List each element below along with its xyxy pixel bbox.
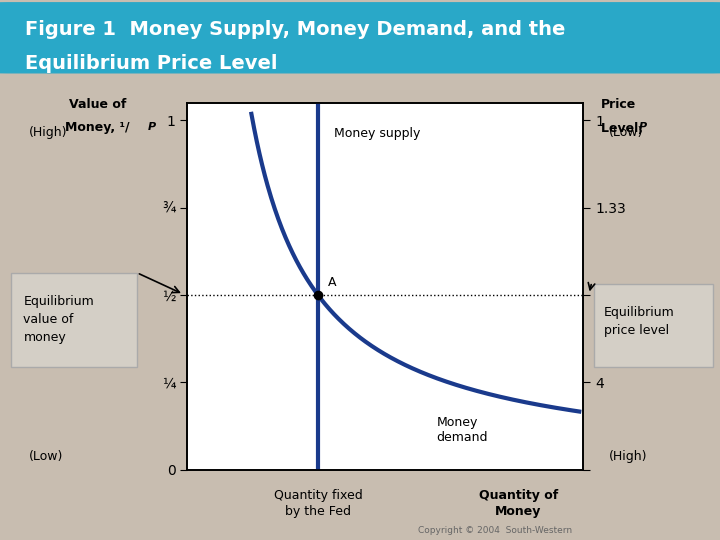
Text: Equilibrium
value of
money: Equilibrium value of money (23, 295, 94, 345)
Text: (High): (High) (29, 126, 67, 139)
Text: Money, ¹/: Money, ¹/ (65, 122, 130, 134)
Text: Price: Price (601, 98, 636, 111)
Text: Equilibrium Price Level: Equilibrium Price Level (24, 54, 277, 73)
Text: P: P (639, 122, 647, 132)
Text: Quantity of: Quantity of (479, 489, 558, 502)
Text: (Low): (Low) (29, 450, 63, 463)
FancyBboxPatch shape (0, 3, 720, 73)
Text: Money supply: Money supply (334, 127, 420, 140)
Text: Value of: Value of (68, 98, 126, 111)
Text: Equilibrium
price level: Equilibrium price level (603, 306, 674, 336)
Text: Figure 1  Money Supply, Money Demand, and the: Figure 1 Money Supply, Money Demand, and… (24, 19, 565, 39)
FancyBboxPatch shape (594, 284, 713, 367)
Text: (High): (High) (608, 450, 647, 463)
Text: Quantity fixed: Quantity fixed (274, 489, 362, 502)
FancyBboxPatch shape (11, 273, 137, 367)
Text: Copyright © 2004  South-Western: Copyright © 2004 South-Western (418, 525, 572, 535)
Text: P: P (148, 122, 156, 132)
Text: Money: Money (495, 505, 541, 518)
Text: Level,: Level, (601, 122, 647, 134)
Text: (Low): (Low) (608, 126, 643, 139)
Text: A: A (328, 276, 336, 289)
Text: Money
demand: Money demand (436, 416, 488, 443)
Text: by the Fed: by the Fed (285, 505, 351, 518)
